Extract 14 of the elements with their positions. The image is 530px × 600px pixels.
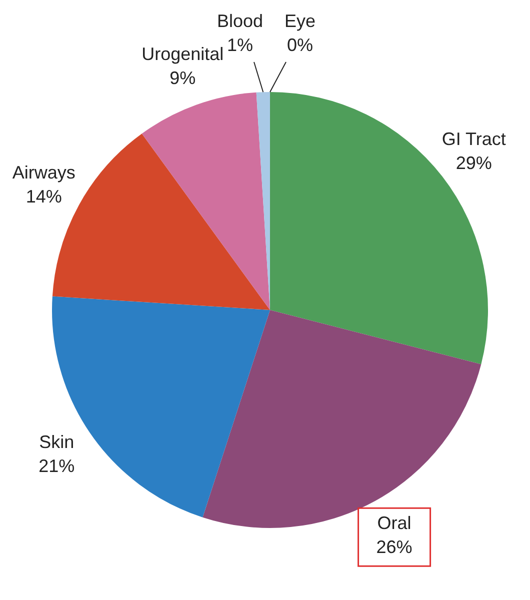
text: 0% bbox=[286, 34, 314, 55]
data-label: 29% bbox=[456, 152, 492, 173]
slice-label: Urogenital bbox=[142, 44, 224, 64]
data-label: 21% bbox=[38, 456, 75, 476]
data-label: 14% bbox=[26, 186, 62, 207]
slice-label: Blood bbox=[216, 10, 264, 31]
slice-label: GI Tract bbox=[442, 128, 506, 149]
slice-label: Airways bbox=[12, 162, 76, 183]
data-label: 26% bbox=[376, 537, 412, 558]
slice-label: Skin bbox=[39, 432, 74, 452]
category-label: Eye bbox=[284, 10, 316, 31]
slice-label: Oral bbox=[377, 513, 412, 534]
data-label: 1% bbox=[226, 34, 254, 55]
data-label: 9% bbox=[170, 68, 196, 88]
